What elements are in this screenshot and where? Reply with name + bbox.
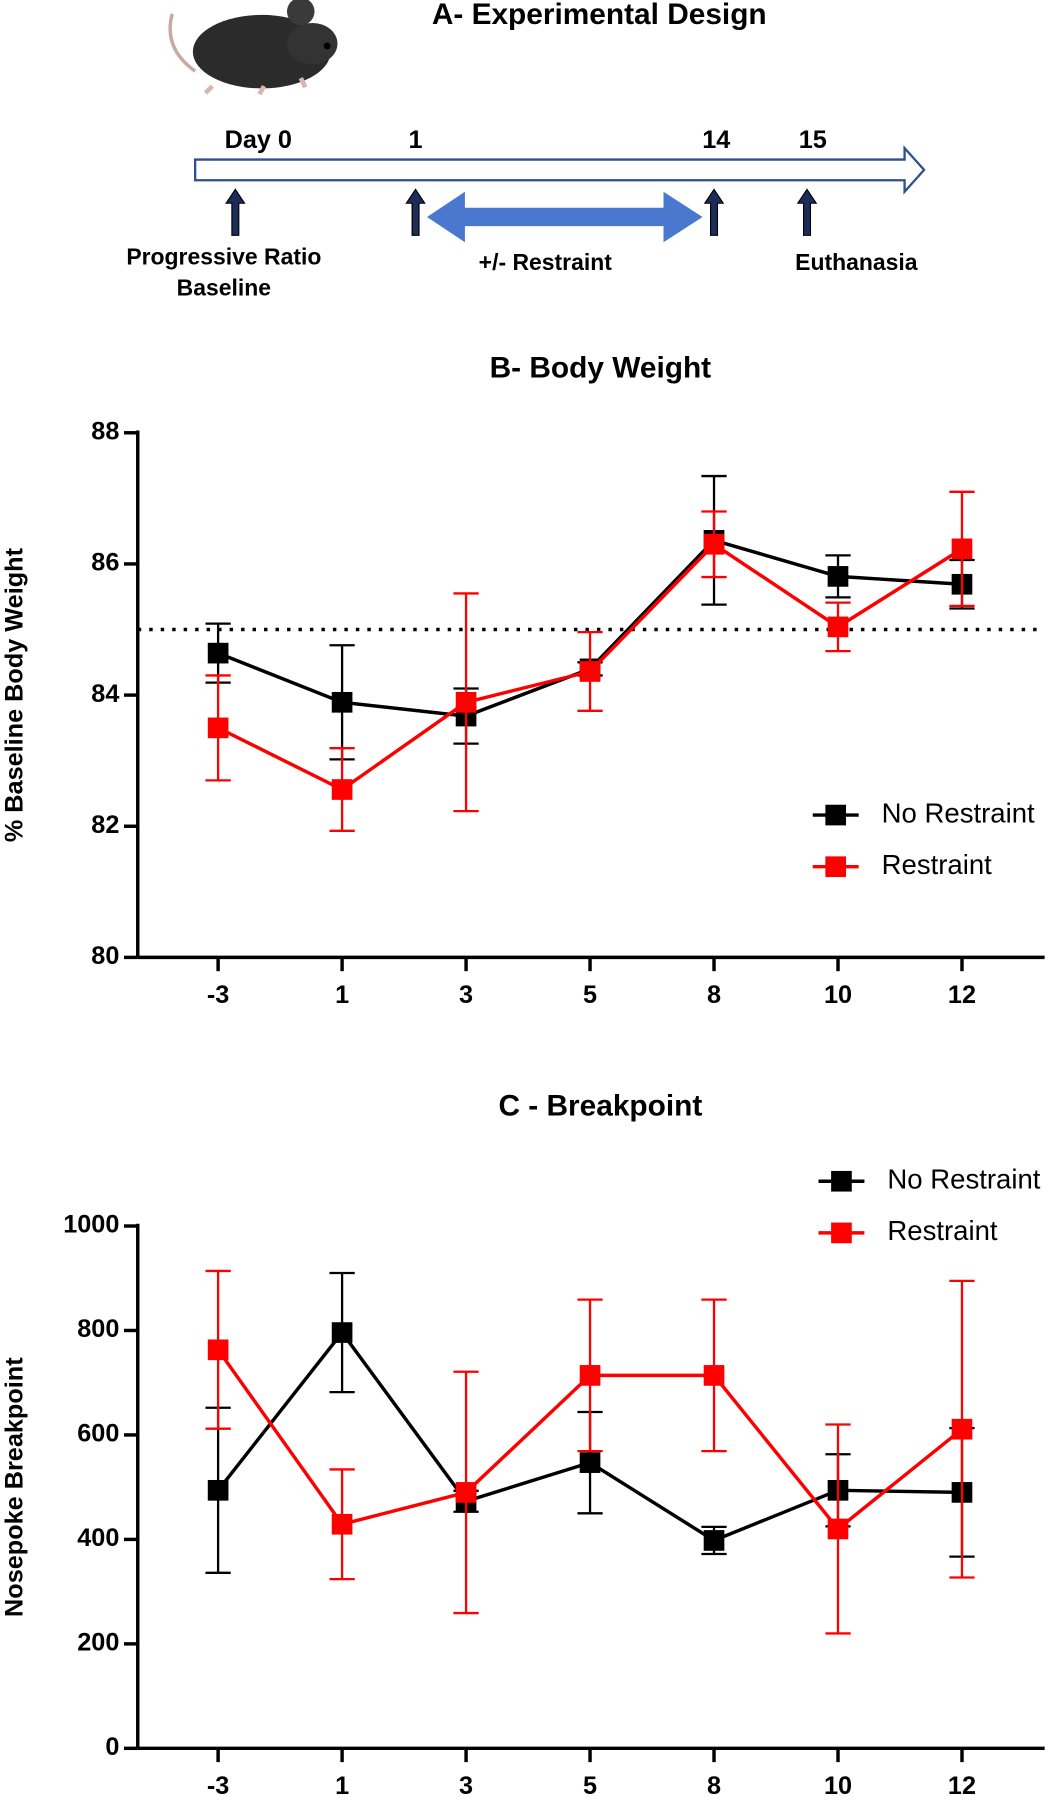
y-tick-label: 800: [77, 1315, 119, 1343]
step-label: Baseline: [177, 274, 271, 300]
marker: [951, 1418, 973, 1440]
marker: [331, 691, 353, 713]
y-tick-label: 200: [77, 1629, 119, 1657]
marker: [703, 533, 725, 555]
marker: [827, 566, 849, 587]
y-tick-label: 82: [91, 811, 119, 839]
marker: [827, 616, 849, 638]
x-tick-label: 1: [335, 1772, 349, 1800]
x-tick-label: 1: [335, 981, 349, 1009]
x-tick-label: -3: [207, 981, 229, 1009]
chart-title: B- Body Weight: [490, 352, 712, 385]
x-tick-label: 5: [583, 981, 597, 1009]
legend-label: No Restraint: [882, 797, 1035, 828]
legend-label: Restraint: [887, 1215, 998, 1246]
y-tick-label: 80: [91, 942, 119, 970]
marker: [827, 1518, 849, 1540]
marker: [331, 1322, 353, 1343]
legend-label: No Restraint: [887, 1164, 1040, 1195]
y-tick-label: 1000: [63, 1211, 119, 1239]
day-label: 1: [409, 126, 423, 154]
marker: [331, 779, 353, 800]
x-tick-label: 10: [824, 1772, 852, 1800]
marker: [331, 1513, 353, 1535]
step-label: Progressive Ratio: [126, 243, 321, 269]
marker: [455, 1482, 477, 1503]
day-label: 14: [702, 126, 730, 154]
x-tick-label: 3: [459, 1772, 473, 1800]
y-tick-label: 600: [77, 1420, 119, 1448]
legend-label: Restraint: [882, 849, 993, 880]
y-tick-label: 400: [77, 1524, 119, 1552]
timeline-arrow: [194, 145, 926, 195]
marker: [703, 1530, 725, 1551]
design-title: A- Experimental Design: [432, 0, 767, 31]
step-label: +/- Restraint: [479, 249, 613, 275]
legend-marker: [825, 856, 847, 878]
y-tick-label: 84: [91, 680, 119, 708]
x-tick-label: 8: [707, 981, 721, 1009]
y-tick-label: 88: [91, 417, 119, 445]
x-tick-label: 8: [707, 1772, 721, 1800]
day-label: Day 0: [225, 126, 292, 154]
x-tick-label: 3: [459, 981, 473, 1009]
mouse-icon: [168, 0, 338, 96]
marker: [951, 538, 973, 560]
x-tick-label: 12: [948, 1772, 976, 1800]
marker: [579, 661, 601, 682]
x-tick-label: 12: [948, 981, 976, 1009]
legend-marker: [831, 1222, 852, 1244]
x-tick-label: 5: [583, 1772, 597, 1800]
marker: [703, 1365, 725, 1386]
x-tick-label: -3: [207, 1772, 229, 1800]
chart-title: C - Breakpoint: [498, 1090, 702, 1123]
marker: [455, 691, 477, 713]
y-axis-label: % Baseline Body Weight: [1, 547, 29, 842]
y-tick-label: 86: [91, 549, 119, 577]
x-tick-label: 10: [824, 981, 852, 1009]
marker: [207, 1479, 229, 1501]
day-arrows: [225, 188, 818, 236]
legend-marker: [831, 1170, 852, 1192]
y-tick-label: 0: [105, 1733, 119, 1761]
marker: [579, 1452, 601, 1473]
y-axis-label: Nosepoke Breakpoint: [1, 1357, 29, 1617]
marker: [207, 717, 229, 739]
marker: [207, 642, 229, 664]
legend-marker: [825, 804, 847, 826]
marker: [579, 1365, 601, 1386]
step-label: Euthanasia: [795, 249, 918, 275]
restraint-arrow: [427, 191, 703, 243]
day-label: 15: [799, 126, 827, 154]
marker: [207, 1339, 229, 1361]
